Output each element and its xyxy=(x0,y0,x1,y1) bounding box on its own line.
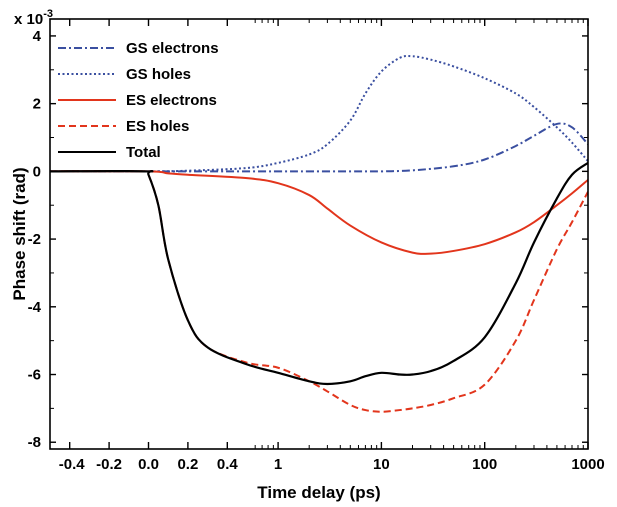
x-tick-label: 0.2 xyxy=(177,456,198,473)
series-line-es-holes xyxy=(50,170,588,413)
y-tick-label: 0 xyxy=(33,163,41,180)
series-layer xyxy=(50,54,588,413)
y-tick-label: -6 xyxy=(28,367,41,384)
y-axis-title: Phase shift (rad) xyxy=(10,167,29,300)
x-axis-title: Time delay (ps) xyxy=(257,483,380,502)
y-tick-label: -2 xyxy=(28,231,41,248)
plot-frame xyxy=(49,18,589,450)
y-multiplier-exponent: -3 xyxy=(43,8,53,20)
x-tick-label: 0.0 xyxy=(138,456,159,473)
x-tick-label: -0.4 xyxy=(59,456,86,473)
y-tick-label: 2 xyxy=(33,96,41,113)
x-tick-label: 1 xyxy=(274,456,282,473)
y-tick-label: 4 xyxy=(33,28,42,45)
x-tick-label: 100 xyxy=(472,456,497,473)
x-tick-label: 1000 xyxy=(571,456,604,473)
y-tick-label: -8 xyxy=(28,434,41,451)
series-line-gs-electrons xyxy=(50,122,588,173)
legend-label: Total xyxy=(126,144,161,161)
y-tick-label: -4 xyxy=(28,299,42,316)
x-tick-label: 0.4 xyxy=(217,456,239,473)
series-line-es-electrons xyxy=(50,170,588,255)
legend-label: ES electrons xyxy=(126,92,217,109)
x-tick-label: 10 xyxy=(373,456,390,473)
legend-label: ES holes xyxy=(126,118,189,135)
legend: GS electrons GS holes ES electrons ES holes… xyxy=(58,40,219,161)
y-multiplier-label: x 10-3 xyxy=(14,8,53,28)
y-axis: 4 2 0 -2 -4 -6 -8 xyxy=(28,28,588,451)
series-line-total xyxy=(50,161,588,386)
legend-label: GS electrons xyxy=(126,40,219,57)
legend-label: GS holes xyxy=(126,66,191,83)
x-tick-label: -0.2 xyxy=(96,456,122,473)
x-axis: -0.4 -0.2 0.0 0.2 0.4 1 10 100 1000 xyxy=(59,19,605,473)
